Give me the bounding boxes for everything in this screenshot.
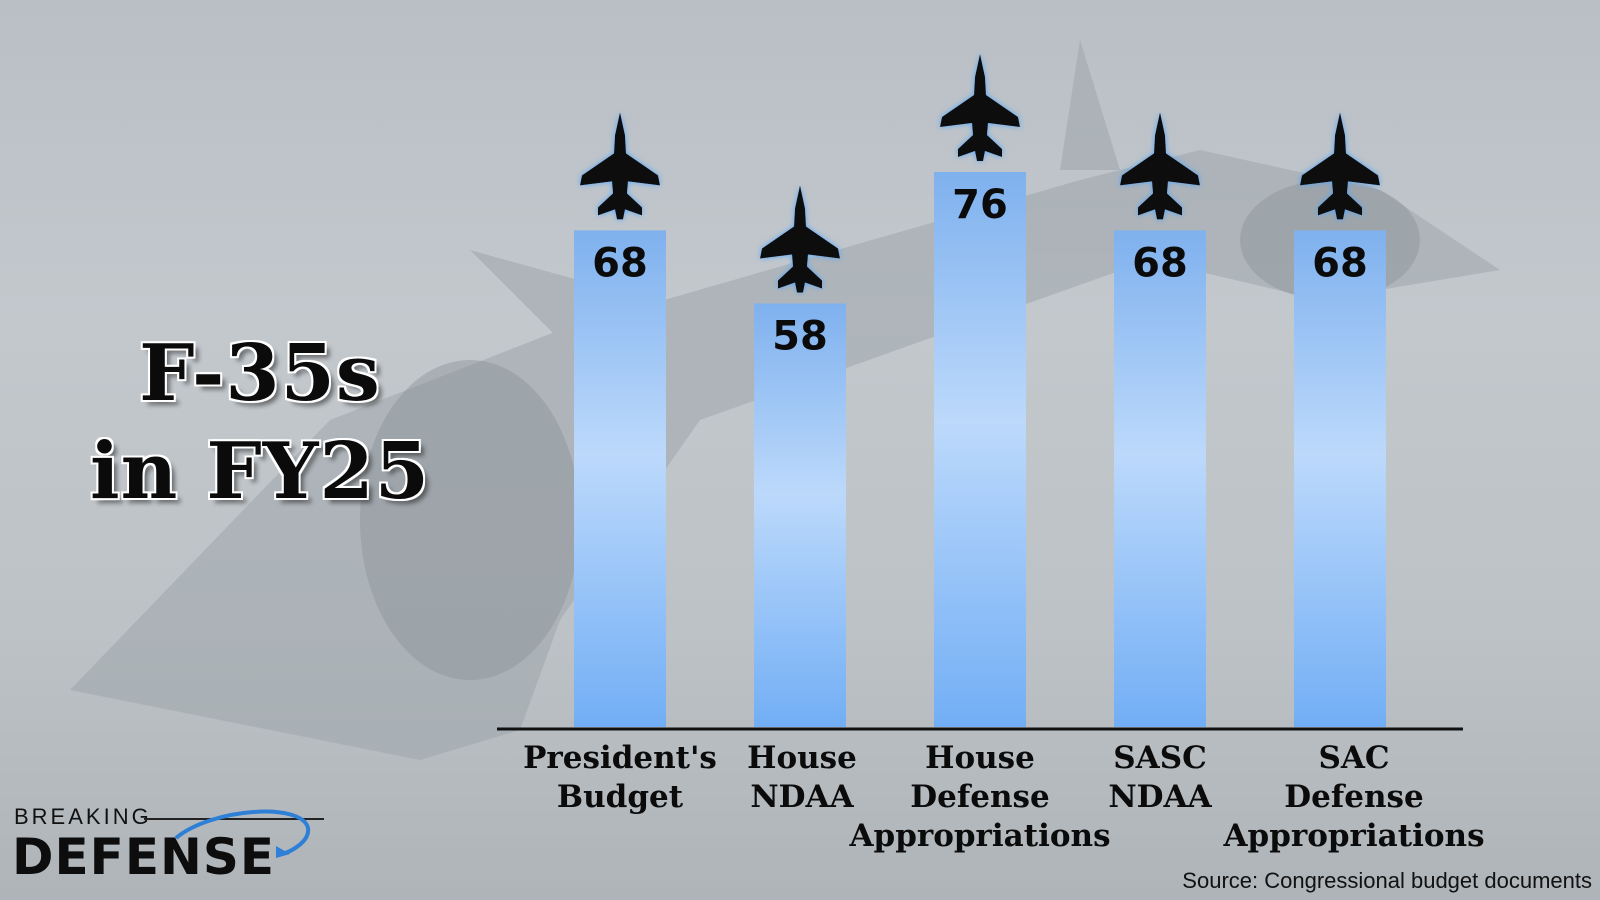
f35-jet-icon xyxy=(1300,112,1380,220)
logo-swoosh-icon xyxy=(174,809,311,858)
category-label-line: Defense xyxy=(910,779,1049,815)
logo-text-defense: DEFENSE xyxy=(12,828,275,886)
f35-jet-icon xyxy=(580,112,660,220)
chart-title: F-35s in FY25 xyxy=(40,325,480,521)
category-label-line: Appropriations xyxy=(848,818,1110,854)
title-line-1: F-35s xyxy=(139,328,381,419)
logo-rule xyxy=(144,818,324,820)
bar-4 xyxy=(1114,230,1206,727)
category-label-line: Defense xyxy=(1284,779,1423,815)
bar-value-label: 58 xyxy=(772,313,828,359)
category-label-line: SASC xyxy=(1113,740,1207,776)
bar-value-label: 68 xyxy=(1312,240,1368,286)
bar-value-label: 68 xyxy=(1132,240,1188,286)
f35-jet-icon xyxy=(940,54,1020,161)
bar-value-label: 68 xyxy=(592,240,648,286)
logo-text-breaking: BREAKING xyxy=(14,804,152,829)
category-label-line: NDAA xyxy=(1108,779,1212,815)
bar-5 xyxy=(1294,230,1386,727)
f35-jet-icon xyxy=(1120,112,1200,220)
bar-3 xyxy=(934,172,1026,727)
category-label-line: Appropriations xyxy=(1222,818,1484,854)
f35-jet-icon xyxy=(760,185,840,293)
bar-2 xyxy=(754,303,846,727)
title-line-2: in FY25 xyxy=(89,426,431,517)
category-label-line: President's xyxy=(523,740,717,776)
category-label-line: House xyxy=(925,740,1035,776)
category-label-line: House xyxy=(747,740,857,776)
category-label-line: NDAA xyxy=(750,779,854,815)
category-label-line: Budget xyxy=(557,779,684,815)
breaking-defense-logo: BREAKING DEFENSE xyxy=(12,804,324,894)
category-label-line: SAC xyxy=(1318,740,1389,776)
bar-1 xyxy=(574,230,666,727)
source-note: Source: Congressional budget documents xyxy=(1182,868,1592,893)
bar-value-label: 76 xyxy=(952,182,1008,228)
